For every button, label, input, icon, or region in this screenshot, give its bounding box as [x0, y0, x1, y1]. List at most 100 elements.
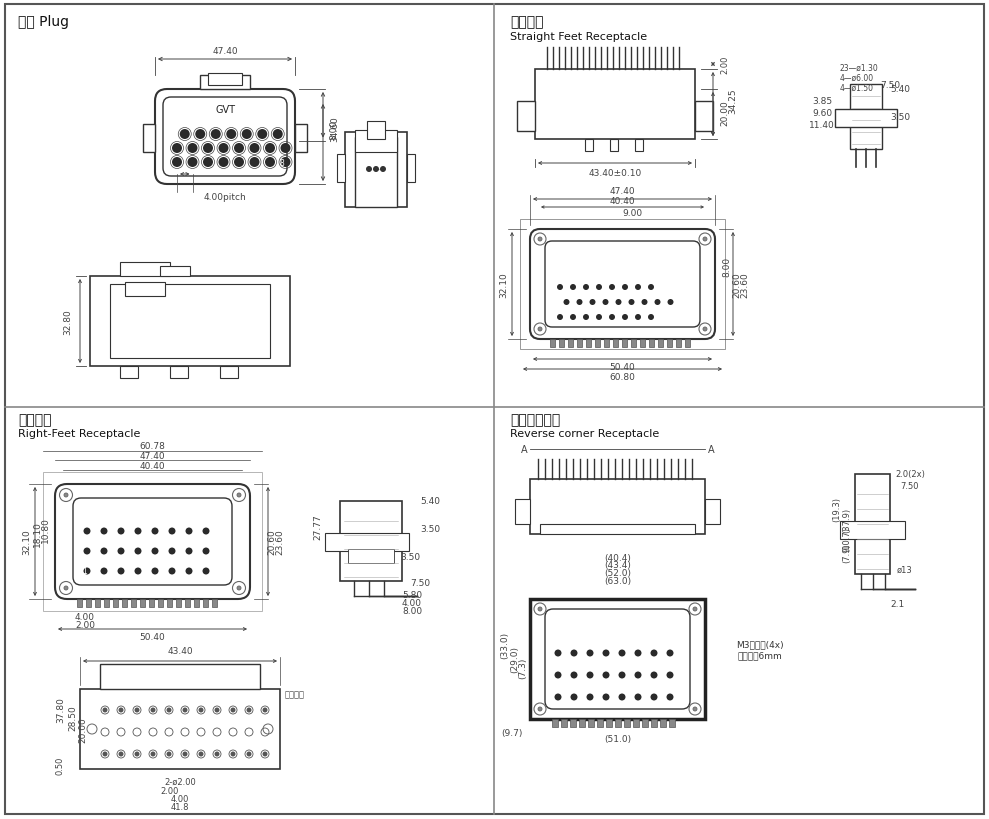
Text: 60.80: 60.80: [609, 373, 636, 382]
Bar: [651, 719, 657, 727]
Circle shape: [703, 328, 707, 332]
Bar: [622, 340, 627, 347]
Circle shape: [211, 130, 221, 140]
Circle shape: [265, 144, 275, 154]
Circle shape: [571, 694, 578, 700]
Circle shape: [101, 568, 108, 575]
FancyBboxPatch shape: [545, 242, 700, 328]
Circle shape: [151, 548, 158, 554]
Bar: [367, 122, 385, 140]
Circle shape: [230, 708, 235, 713]
Bar: [610, 140, 618, 152]
Circle shape: [648, 285, 654, 291]
Bar: [176, 600, 181, 607]
Circle shape: [648, 314, 654, 320]
Circle shape: [246, 752, 251, 757]
Circle shape: [668, 300, 674, 305]
Text: 8.00: 8.00: [402, 607, 422, 616]
Circle shape: [103, 708, 108, 713]
Circle shape: [172, 158, 182, 168]
Circle shape: [151, 568, 158, 575]
Circle shape: [703, 238, 707, 242]
Circle shape: [215, 708, 220, 713]
Text: 8.00: 8.00: [723, 256, 732, 277]
Text: 23: 23: [218, 508, 226, 517]
Bar: [355, 138, 397, 208]
Text: (51.0): (51.0): [604, 735, 631, 744]
Bar: [649, 340, 654, 347]
Circle shape: [83, 548, 91, 554]
Circle shape: [203, 144, 213, 154]
FancyBboxPatch shape: [155, 90, 295, 185]
Circle shape: [635, 314, 641, 320]
Circle shape: [635, 649, 642, 657]
Bar: [185, 600, 190, 607]
Circle shape: [118, 528, 125, 535]
Circle shape: [557, 314, 563, 320]
Circle shape: [609, 285, 615, 291]
Text: 32.10: 32.10: [23, 529, 32, 554]
Circle shape: [538, 328, 542, 332]
Circle shape: [166, 708, 171, 713]
Circle shape: [101, 528, 108, 535]
Bar: [540, 524, 695, 534]
Text: 27.77: 27.77: [314, 514, 322, 539]
Bar: [167, 600, 172, 607]
Bar: [80, 689, 280, 769]
Circle shape: [564, 300, 570, 305]
Bar: [660, 719, 666, 727]
Circle shape: [602, 300, 608, 305]
Bar: [530, 479, 705, 534]
Circle shape: [622, 314, 628, 320]
Text: 0.50: 0.50: [55, 756, 64, 774]
Text: 34.60: 34.60: [330, 116, 339, 143]
Circle shape: [83, 568, 91, 575]
Text: 28.50: 28.50: [68, 704, 77, 730]
Circle shape: [586, 672, 593, 679]
Circle shape: [667, 694, 674, 700]
Text: (29.0): (29.0): [510, 645, 519, 672]
Circle shape: [237, 493, 241, 497]
Bar: [90, 277, 290, 367]
Text: 4.00: 4.00: [402, 599, 422, 608]
Bar: [676, 340, 681, 347]
Circle shape: [168, 568, 175, 575]
Bar: [588, 719, 594, 727]
Text: GVT: GVT: [215, 105, 235, 115]
Circle shape: [589, 300, 595, 305]
Circle shape: [230, 752, 235, 757]
Circle shape: [119, 752, 124, 757]
Circle shape: [241, 130, 252, 140]
Text: 34.25: 34.25: [729, 88, 738, 114]
Bar: [586, 340, 591, 347]
Circle shape: [281, 158, 291, 168]
Circle shape: [366, 167, 372, 173]
Circle shape: [615, 300, 621, 305]
Circle shape: [538, 707, 542, 711]
Circle shape: [642, 300, 648, 305]
Bar: [855, 474, 890, 574]
Circle shape: [618, 649, 625, 657]
Circle shape: [667, 672, 674, 679]
Bar: [615, 719, 621, 727]
Text: 5.40: 5.40: [890, 85, 910, 94]
Bar: [158, 600, 163, 607]
Text: 50.40: 50.40: [609, 363, 635, 372]
Text: 50.40: 50.40: [139, 633, 165, 642]
Circle shape: [655, 300, 661, 305]
Text: ø13: ø13: [897, 565, 913, 574]
Circle shape: [183, 752, 188, 757]
Bar: [125, 283, 165, 296]
Circle shape: [203, 568, 210, 575]
Text: 41.8: 41.8: [171, 803, 189, 812]
Circle shape: [172, 144, 182, 154]
Bar: [606, 719, 612, 727]
Text: 直脚插座: 直脚插座: [510, 15, 544, 29]
Circle shape: [555, 694, 562, 700]
Circle shape: [219, 158, 228, 168]
Circle shape: [83, 528, 91, 535]
Circle shape: [667, 649, 674, 657]
Circle shape: [135, 548, 141, 554]
Text: 23.60: 23.60: [276, 529, 285, 554]
Circle shape: [183, 708, 188, 713]
